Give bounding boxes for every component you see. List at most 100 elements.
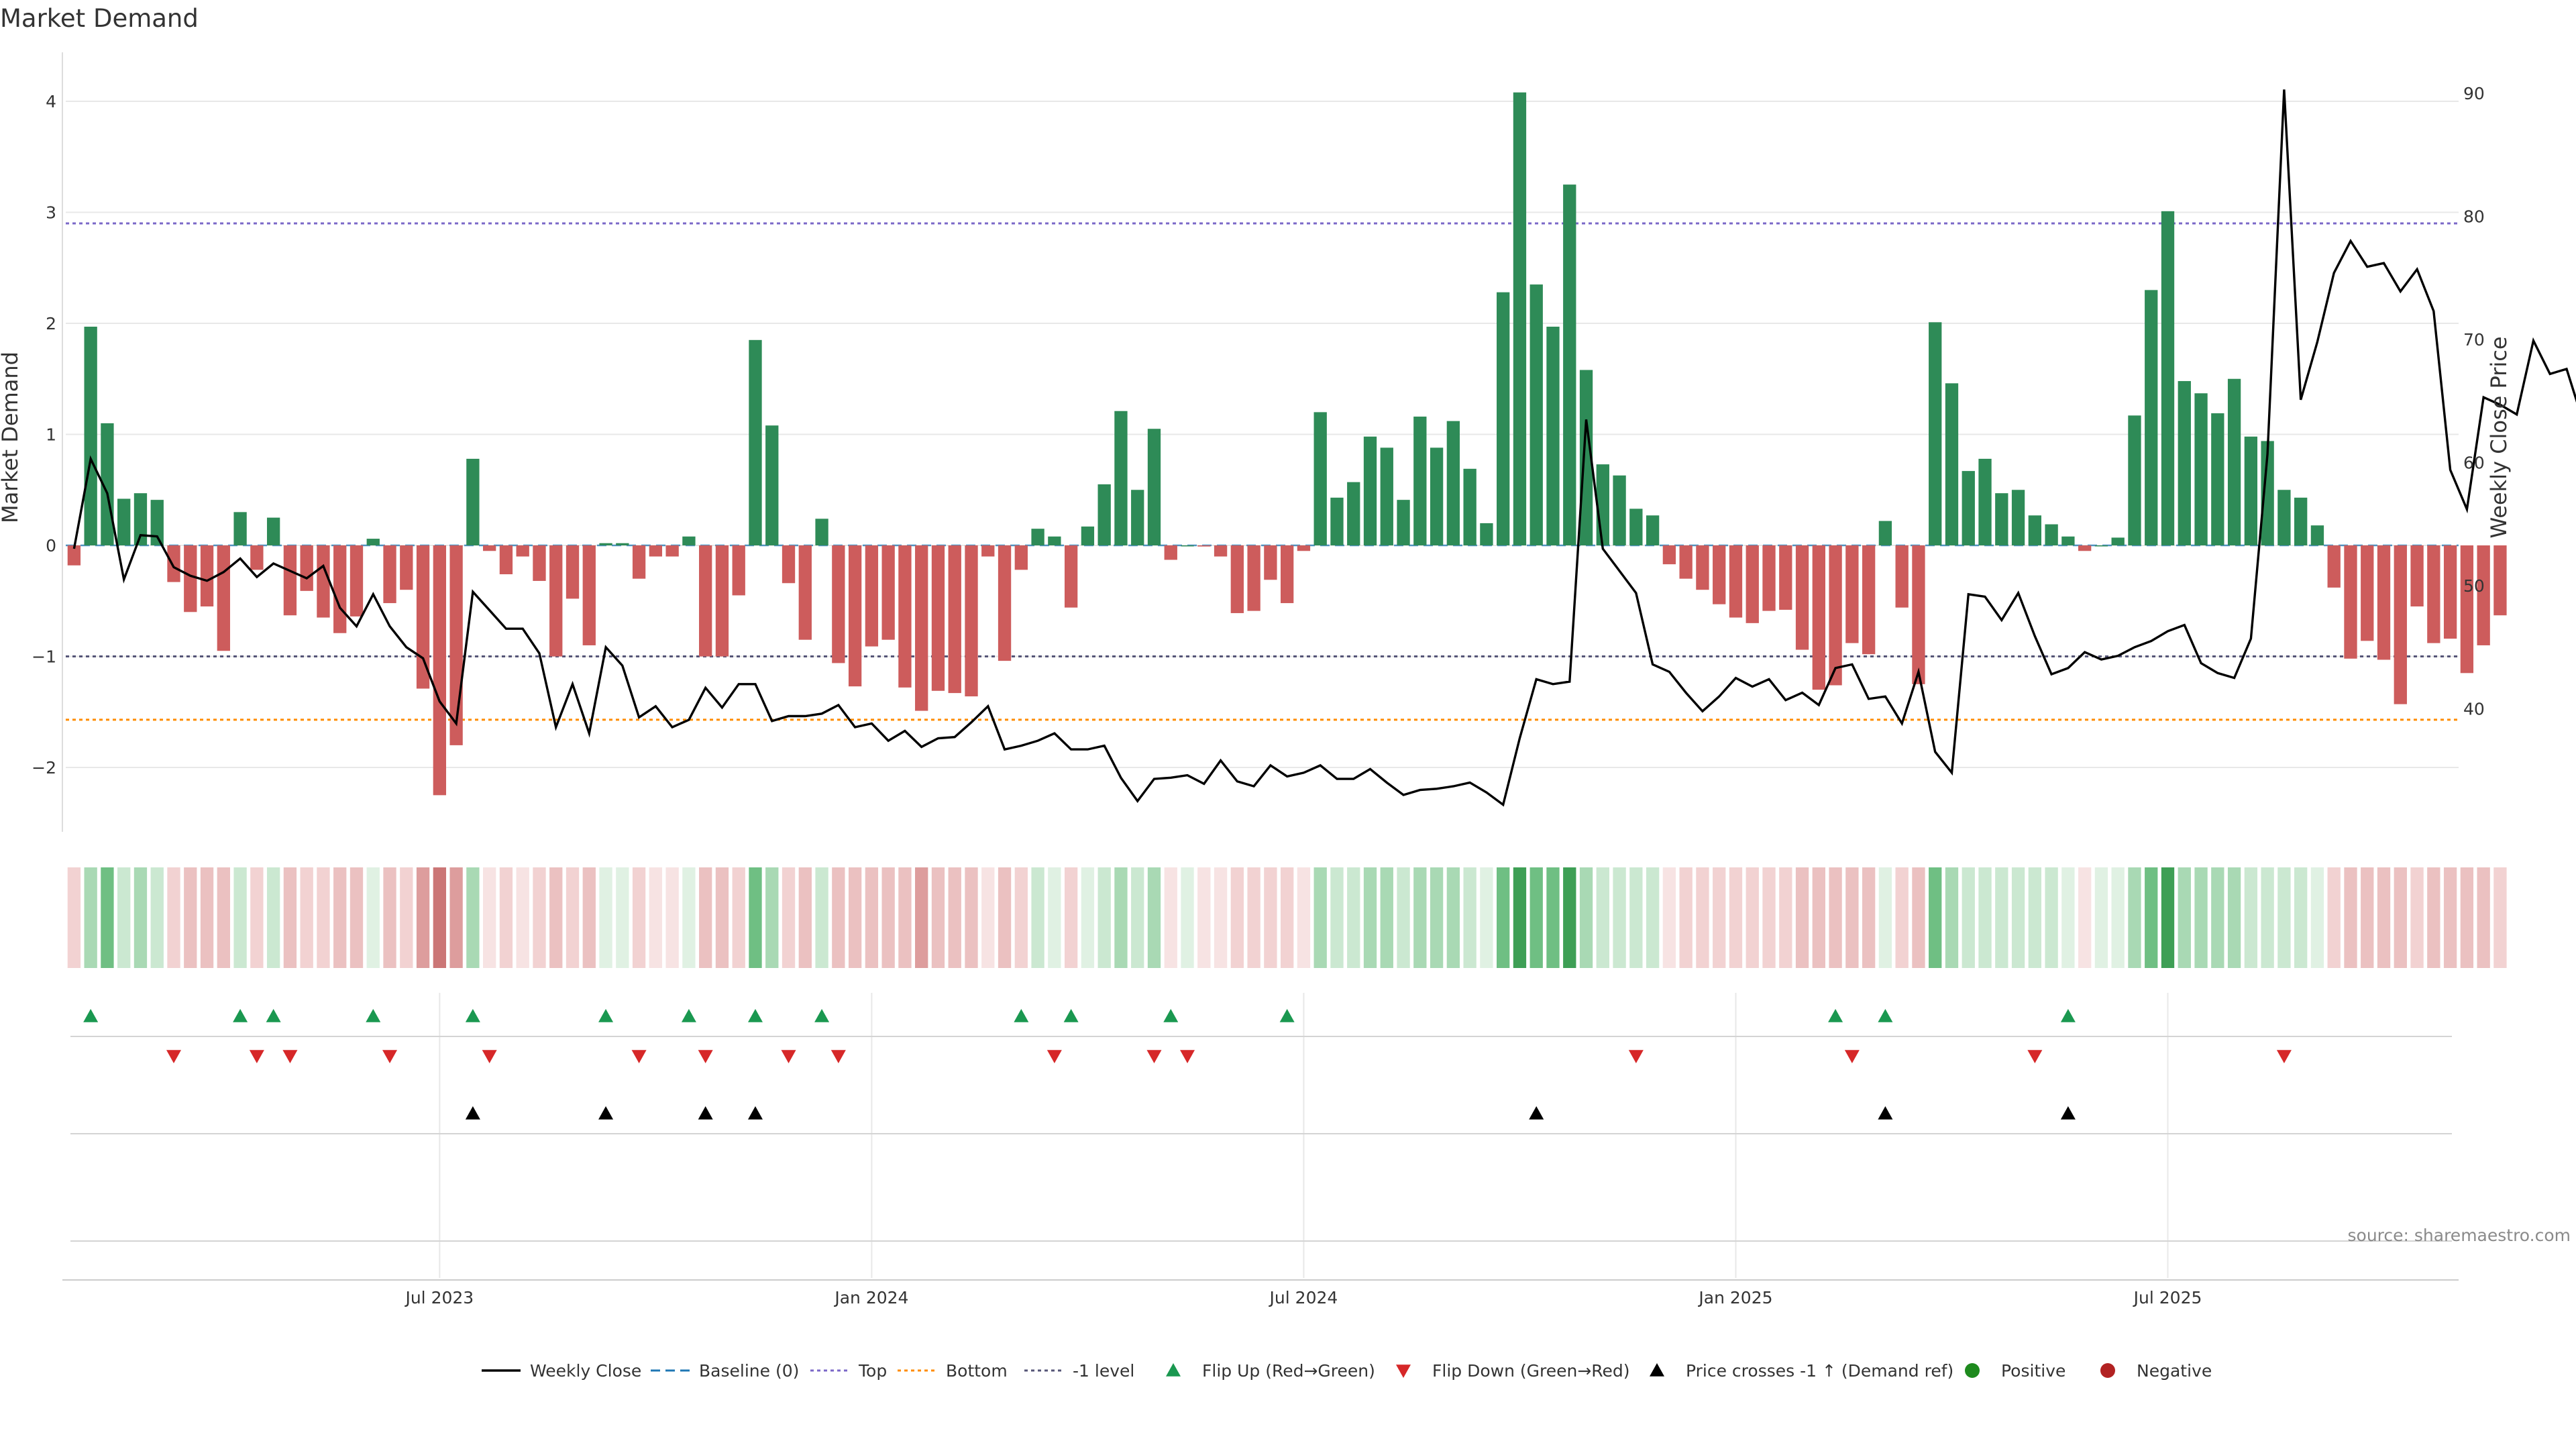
demand-bar — [1114, 411, 1128, 545]
heat-cell — [449, 867, 463, 968]
heat-cell — [283, 867, 297, 968]
demand-bar — [915, 545, 928, 711]
heat-cell — [1629, 867, 1643, 968]
demand-bar — [2145, 290, 2158, 545]
legend-label: Baseline (0) — [699, 1361, 799, 1381]
demand-bar — [433, 545, 447, 796]
heat-cell — [2410, 867, 2424, 968]
heat-cell — [1064, 867, 1078, 968]
heat-cell — [184, 867, 197, 968]
heat-cell — [649, 867, 663, 968]
demand-bar — [1480, 523, 1493, 545]
heat-cell — [1264, 867, 1277, 968]
weekly-close-line — [72, 89, 2576, 807]
heat-cell — [2261, 867, 2274, 968]
demand-bar — [1513, 92, 1527, 545]
demand-bar — [1397, 500, 1410, 545]
heat-cell — [632, 867, 646, 968]
demand-bar — [616, 543, 629, 545]
demand-bar — [2011, 490, 2025, 545]
demand-bar — [2443, 545, 2457, 639]
demand-bar — [250, 545, 264, 570]
heat-cell — [1413, 867, 1427, 968]
heat-cell — [1729, 867, 1743, 968]
demand-bar — [765, 425, 779, 545]
x-tick-label: Jul 2025 — [2133, 1288, 2202, 1307]
demand-bar — [1895, 545, 1909, 608]
demand-bar — [1929, 322, 1942, 545]
demand-bar — [1430, 447, 1444, 545]
heat-cell — [1662, 867, 1676, 968]
heat-cell — [250, 867, 264, 968]
demand-bar — [1463, 468, 1477, 545]
heat-cell — [150, 867, 164, 968]
demand-bar — [682, 536, 696, 545]
heat-cell — [1014, 867, 1028, 968]
flip-down-markers — [166, 1050, 2292, 1063]
demand-bar — [383, 545, 396, 604]
flip-down-marker — [698, 1050, 713, 1063]
demand-bar — [981, 545, 995, 557]
demand-bar — [117, 498, 131, 545]
demand-heat-strip — [67, 867, 2507, 968]
demand-bar — [1014, 545, 1028, 570]
flip-up-marker — [1163, 1009, 1179, 1022]
demand-bar — [2128, 415, 2141, 545]
flip-down-marker — [1146, 1050, 1162, 1063]
flip-down-marker — [781, 1050, 796, 1063]
demand-bar — [333, 545, 347, 633]
heat-cell — [2111, 867, 2125, 968]
x-axis: Jul 2023 Jan 2024 Jul 2024 Jan 2025 Jul 2025 — [62, 1279, 2459, 1307]
demand-bar — [798, 545, 812, 640]
price-cross-marker — [1878, 1106, 1893, 1120]
right-axis-ticks: 90 80 70 60 50 40 — [2463, 84, 2485, 719]
heat-cell — [765, 867, 779, 968]
heat-cell — [1596, 867, 1609, 968]
heat-cell — [1097, 867, 1111, 968]
demand-bar — [466, 458, 480, 545]
demand-bar — [2427, 545, 2440, 643]
demand-bar — [217, 545, 230, 651]
heat-cell — [898, 867, 912, 968]
demand-bar — [566, 545, 580, 599]
demand-bar — [1829, 545, 1842, 686]
x-tick-label: Jul 2023 — [404, 1288, 474, 1307]
demand-bar — [2327, 545, 2341, 588]
demand-bar — [1280, 545, 1294, 604]
demand-bar — [400, 545, 413, 590]
heat-cell — [2211, 867, 2224, 968]
heat-cell — [2011, 867, 2025, 968]
flip-down-marker — [1628, 1050, 1644, 1063]
heat-cell — [616, 867, 629, 968]
legend-triangle-up-icon — [1166, 1363, 1181, 1377]
flip-up-markers — [83, 1009, 2076, 1022]
heat-cell — [84, 867, 97, 968]
heat-cell — [1446, 867, 1460, 968]
demand-bar — [2178, 381, 2191, 545]
heat-cell — [2277, 867, 2291, 968]
demand-bar — [881, 545, 895, 640]
demand-bar — [2078, 545, 2092, 551]
heat-cell — [1214, 867, 1228, 968]
left-axis-title: Market Demand — [0, 352, 23, 523]
demand-bar — [1164, 545, 1177, 560]
demand-bar — [2261, 441, 2274, 545]
demand-bar — [1713, 545, 1726, 604]
demand-bar — [233, 512, 247, 545]
heat-cell — [2178, 867, 2191, 968]
heat-cell — [2227, 867, 2241, 968]
x-tick-label: Jul 2024 — [1269, 1288, 1338, 1307]
demand-bars — [67, 92, 2507, 796]
heat-cell — [1762, 867, 1776, 968]
right-tick-label: 70 — [2463, 330, 2485, 350]
heat-cell — [566, 867, 580, 968]
demand-bar — [2460, 545, 2474, 674]
left-tick-label: −1 — [32, 647, 56, 667]
heat-cell — [2344, 867, 2357, 968]
demand-bar — [931, 545, 945, 691]
flip-up-marker — [266, 1009, 281, 1022]
heat-cell — [366, 867, 380, 968]
heat-cell — [1313, 867, 1327, 968]
heat-cell — [2161, 867, 2175, 968]
heat-cell — [1746, 867, 1759, 968]
